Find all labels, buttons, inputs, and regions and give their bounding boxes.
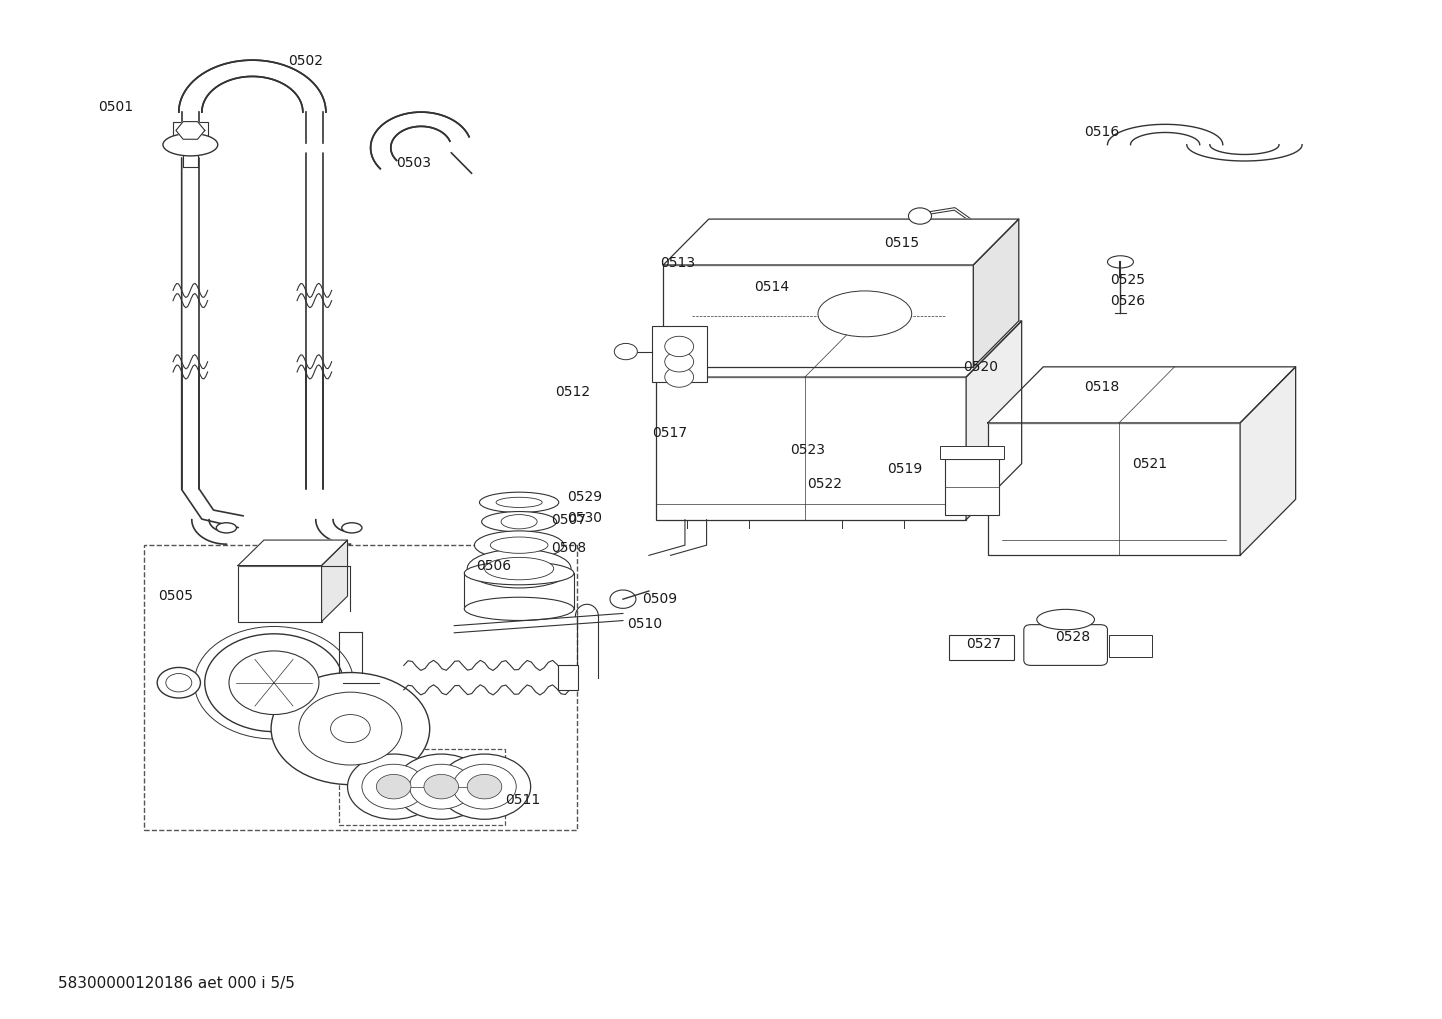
Text: 0501: 0501 [98, 100, 133, 114]
Ellipse shape [464, 597, 574, 621]
Text: 0512: 0512 [555, 385, 590, 399]
Text: 0523: 0523 [790, 443, 825, 458]
Text: 0506: 0506 [476, 558, 510, 573]
Circle shape [298, 692, 402, 765]
Polygon shape [973, 219, 1018, 367]
Circle shape [908, 208, 932, 224]
Bar [1109, 635, 1152, 657]
Polygon shape [1240, 367, 1296, 555]
Circle shape [205, 634, 343, 732]
Circle shape [157, 667, 200, 698]
Text: 58300000120186 aet 000 i 5/5: 58300000120186 aet 000 i 5/5 [58, 976, 294, 990]
Polygon shape [182, 158, 244, 528]
Ellipse shape [216, 523, 236, 533]
Text: 0529: 0529 [567, 490, 601, 504]
Ellipse shape [502, 515, 536, 529]
Bar [238, 566, 322, 622]
Circle shape [665, 336, 694, 357]
Text: 0525: 0525 [1110, 273, 1145, 287]
Circle shape [271, 673, 430, 785]
Text: 0528: 0528 [1056, 630, 1090, 644]
Ellipse shape [1037, 609, 1094, 630]
Text: 0521: 0521 [1132, 457, 1167, 471]
Ellipse shape [474, 531, 564, 559]
Bar [173, 122, 208, 138]
Ellipse shape [482, 512, 557, 532]
Text: 0522: 0522 [808, 477, 842, 491]
Bar [949, 635, 1014, 660]
Circle shape [362, 764, 425, 809]
Polygon shape [1187, 145, 1302, 161]
Circle shape [229, 651, 319, 714]
Circle shape [424, 774, 459, 799]
Text: 0514: 0514 [754, 280, 789, 294]
Text: 0530: 0530 [567, 511, 601, 525]
Polygon shape [322, 540, 348, 622]
Text: 0519: 0519 [887, 462, 921, 476]
Circle shape [395, 754, 487, 819]
Polygon shape [663, 219, 1018, 265]
Polygon shape [306, 153, 323, 489]
Circle shape [348, 754, 440, 819]
Circle shape [453, 764, 516, 809]
Ellipse shape [1107, 256, 1133, 268]
Circle shape [665, 352, 694, 372]
Ellipse shape [818, 291, 911, 337]
Text: 0503: 0503 [397, 156, 431, 170]
Text: 0507: 0507 [551, 513, 585, 527]
Bar [652, 326, 707, 382]
Ellipse shape [496, 497, 542, 507]
Polygon shape [306, 367, 323, 489]
Bar [988, 423, 1240, 555]
Polygon shape [179, 60, 326, 112]
Text: 0527: 0527 [966, 637, 1001, 651]
Text: 0505: 0505 [159, 589, 193, 603]
Circle shape [610, 590, 636, 608]
Bar [144, 545, 577, 830]
Text: 0515: 0515 [884, 235, 919, 250]
Polygon shape [656, 321, 1021, 377]
Polygon shape [176, 121, 205, 140]
Polygon shape [371, 112, 469, 169]
Ellipse shape [490, 537, 548, 553]
Ellipse shape [479, 492, 559, 513]
Polygon shape [988, 367, 1296, 423]
Bar [940, 446, 1004, 459]
Text: 0517: 0517 [652, 426, 686, 440]
Text: 0518: 0518 [1084, 380, 1119, 394]
Text: 0508: 0508 [551, 541, 585, 555]
Ellipse shape [467, 549, 571, 588]
Polygon shape [1107, 124, 1223, 145]
Bar [663, 265, 973, 367]
Text: 0502: 0502 [288, 54, 323, 68]
Circle shape [330, 714, 371, 743]
Text: 0516: 0516 [1084, 125, 1119, 140]
Circle shape [467, 774, 502, 799]
Text: 0510: 0510 [627, 616, 662, 631]
Text: 0520: 0520 [963, 360, 998, 374]
Ellipse shape [485, 557, 554, 580]
Bar [558, 665, 578, 690]
Ellipse shape [163, 133, 218, 156]
Circle shape [410, 764, 473, 809]
Polygon shape [238, 540, 348, 566]
Text: 0526: 0526 [1110, 293, 1145, 308]
FancyBboxPatch shape [1024, 625, 1107, 665]
Circle shape [665, 367, 694, 387]
Circle shape [438, 754, 531, 819]
Circle shape [166, 674, 192, 692]
Bar [339, 749, 505, 825]
Text: 0509: 0509 [642, 592, 676, 606]
Circle shape [376, 774, 411, 799]
Bar [945, 459, 999, 515]
Ellipse shape [342, 523, 362, 533]
Polygon shape [966, 321, 1021, 520]
Ellipse shape [464, 561, 574, 585]
Circle shape [614, 343, 637, 360]
Polygon shape [404, 660, 570, 695]
Bar [656, 377, 966, 520]
Text: 0511: 0511 [505, 793, 539, 807]
Text: 0513: 0513 [660, 256, 695, 270]
Polygon shape [182, 367, 199, 489]
